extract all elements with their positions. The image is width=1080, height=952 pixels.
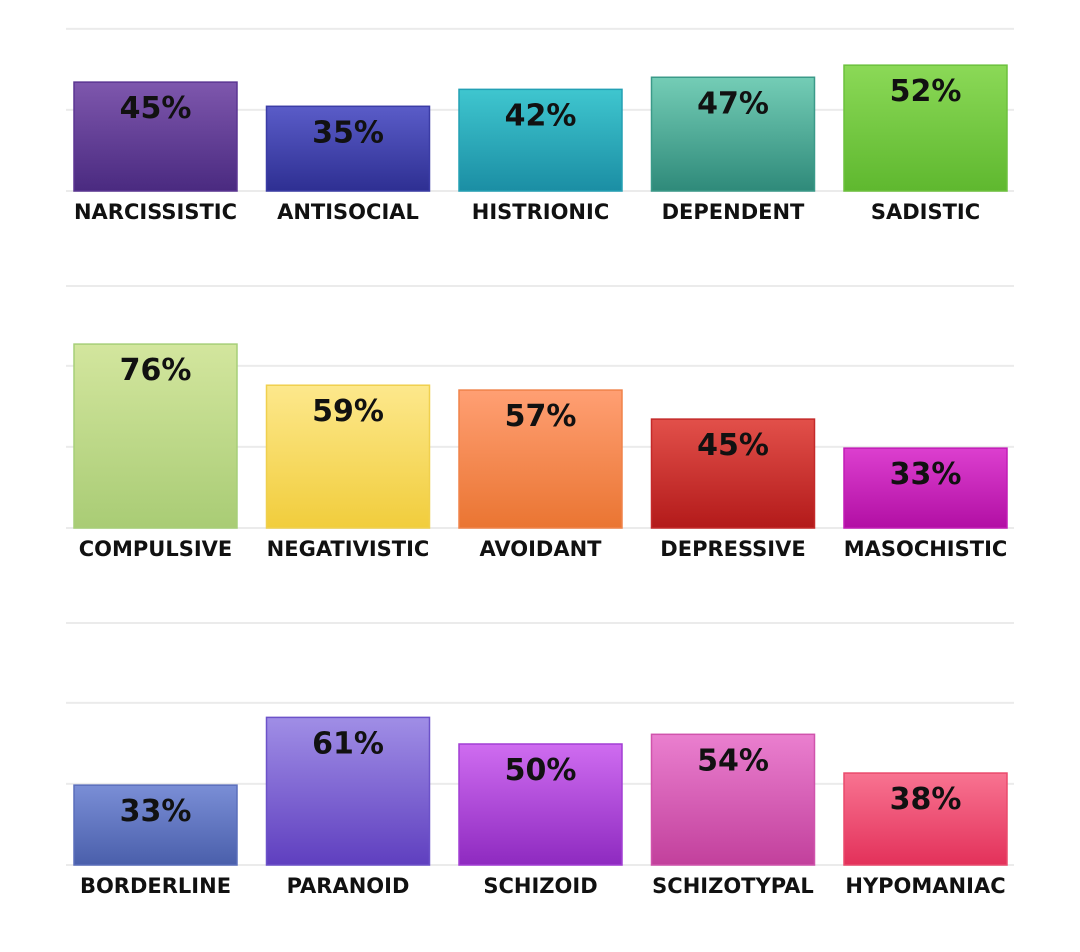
bar-value-label: 57% — [505, 399, 577, 434]
category-label: NARCISSISTIC — [74, 200, 237, 224]
bar — [73, 784, 238, 866]
chart-1: 45% NARCISSISTIC 35% ANTISOCIAL 42% HISTRIONI… — [66, 27, 1014, 224]
bar — [265, 384, 431, 529]
bar — [650, 733, 816, 866]
bar — [265, 105, 431, 192]
category-label: SCHIZOID — [483, 874, 597, 898]
bar — [843, 447, 1008, 529]
bar-value-label: 52% — [890, 74, 962, 109]
chart-2: 76% COMPULSIVE 59% NEGATIVISTIC 57% AVOIDANT 4… — [66, 285, 1014, 561]
bar — [650, 418, 816, 529]
category-label: HISTRIONIC — [472, 200, 609, 224]
category-label: SCHIZOTYPAL — [652, 874, 814, 898]
bar-value-label: 61% — [312, 726, 384, 761]
category-label: ANTISOCIAL — [277, 200, 419, 224]
chart-3: 33% BORDERLINE 61% PARANOID 50% SCHIZOID 54% SC… — [66, 622, 1014, 898]
bar-value-label: 76% — [120, 353, 192, 388]
bar-value-label: 59% — [312, 394, 384, 429]
bar — [458, 389, 623, 529]
bar-value-label: 33% — [120, 794, 192, 829]
bar — [458, 743, 623, 866]
category-label: SADISTIC — [871, 200, 980, 224]
bar-value-label: 54% — [697, 743, 769, 778]
bar-value-label: 45% — [697, 428, 769, 463]
bar-value-label: 38% — [890, 782, 962, 817]
bar-value-label: 45% — [120, 91, 192, 126]
category-label: MASOCHISTIC — [844, 537, 1008, 561]
bar — [73, 81, 238, 192]
category-label: PARANOID — [287, 874, 410, 898]
category-label: HYPOMANIAC — [845, 874, 1005, 898]
bar — [73, 343, 238, 529]
category-label: NEGATIVISTIC — [267, 537, 430, 561]
bar-value-label: 33% — [890, 457, 962, 492]
bar-value-label: 42% — [505, 98, 577, 133]
bar-value-label: 47% — [697, 86, 769, 121]
bar — [265, 716, 431, 866]
bar-value-label: 35% — [312, 115, 384, 150]
category-label: DEPRESSIVE — [660, 537, 805, 561]
category-label: COMPULSIVE — [79, 537, 233, 561]
bar — [843, 772, 1008, 866]
category-label: AVOIDANT — [480, 537, 603, 561]
bar — [458, 88, 623, 192]
bar — [843, 64, 1008, 192]
category-label: BORDERLINE — [80, 874, 231, 898]
bar — [650, 76, 816, 192]
bar-value-label: 50% — [505, 753, 577, 788]
category-label: DEPENDENT — [662, 200, 805, 224]
